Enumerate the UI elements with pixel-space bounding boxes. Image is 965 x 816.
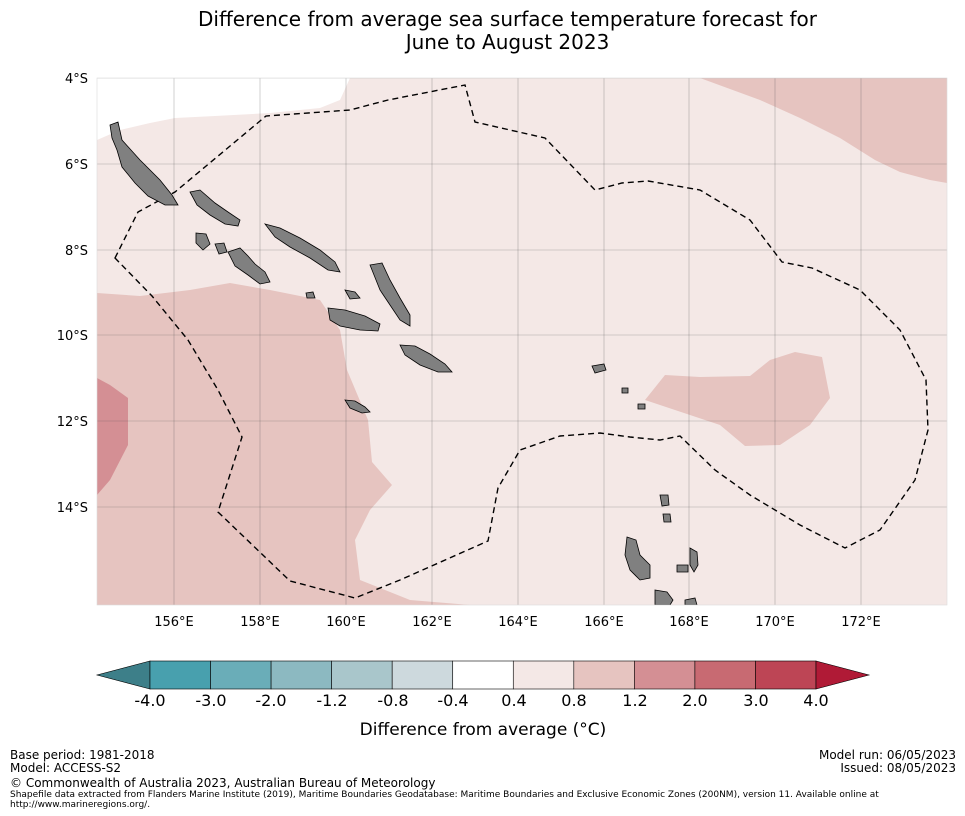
cb-tick-3: -1.2 (316, 691, 347, 710)
model-name: Model: ACCESS-S2 (10, 761, 122, 775)
small-island-3 (676, 564, 689, 573)
torres-island (662, 513, 672, 523)
islands (109, 121, 699, 605)
copyright: © Commonwealth of Australia 2023, Austra… (10, 776, 436, 790)
cb-tick-5: -0.4 (437, 691, 468, 710)
vella-lavella-island (214, 242, 228, 255)
cb-tick-8: 1.2 (622, 691, 647, 710)
lon-label-166e: 166°E (584, 615, 624, 630)
colorbar-segment-2 (270, 660, 332, 690)
graticule (97, 78, 947, 605)
colorbar-segment-8 (634, 660, 696, 690)
colorbar-segment-0 (149, 660, 211, 690)
lon-label-160e: 160°E (326, 615, 366, 630)
rennell-island (344, 399, 371, 414)
malakula-island (654, 589, 674, 605)
anomaly-region-below-0-4 (97, 78, 350, 140)
data-source-line-1: Shapefile data extracted from Flanders M… (10, 790, 879, 800)
colorbar-extend-high (815, 660, 871, 690)
pentecost-island (659, 494, 670, 507)
lon-label-164e: 164°E (498, 615, 538, 630)
lon-label-158e: 158°E (240, 615, 280, 630)
colorbar-segment-4 (391, 660, 454, 690)
colorbar-segment-5 (452, 660, 514, 690)
makira-island (399, 344, 453, 373)
lat-label-6s: 6°S (65, 158, 88, 173)
title-line-2: June to August 2023 (405, 30, 610, 54)
small-island-1 (621, 387, 629, 394)
anomaly-region-1-2-to-2-0-west (97, 378, 128, 495)
map-frame (96, 77, 948, 606)
cb-tick-1: -3.0 (195, 691, 226, 710)
colorbar-segment-1 (210, 660, 272, 690)
small-island-5 (305, 291, 316, 299)
santa-isabel-island (263, 223, 341, 273)
lat-label-14s: 14°S (57, 501, 88, 516)
cb-tick-6: 0.4 (501, 691, 526, 710)
anomaly-region-0-8-to-1-2-northeast (700, 78, 947, 183)
colorbar-segment-7 (573, 660, 635, 690)
colorbar-segment-10 (755, 660, 817, 690)
title-line-1: Difference from average sea surface temp… (197, 7, 817, 31)
cb-tick-7: 0.8 (561, 691, 586, 710)
anomaly-region-0-8-to-1-2-east (645, 352, 830, 446)
bougainville-island (109, 121, 179, 206)
lat-label-10s: 10°S (57, 329, 88, 344)
colorbar-segment-9 (694, 660, 756, 690)
anomaly-region-0-8-to-1-2-southwest (97, 283, 470, 605)
data-source-line-2: http://www.marineregions.org/. (10, 800, 151, 810)
eez-boundary (114, 84, 929, 599)
small-island-2 (637, 403, 646, 410)
colorbar-segment-6 (512, 660, 575, 690)
guadalcanal-island (327, 307, 381, 332)
lat-label-8s: 8°S (65, 244, 88, 259)
colorbar-extend-low (95, 660, 151, 690)
colorbar-segment-3 (331, 660, 393, 690)
new-georgia-island (195, 232, 211, 251)
lat-label-12s: 12°S (57, 415, 88, 430)
lat-label-4s: 4°S (65, 72, 88, 87)
lon-label-162e: 162°E (412, 615, 452, 630)
espiritu-santo-island (624, 536, 651, 581)
malaita-island (369, 262, 411, 327)
lon-label-156e: 156°E (154, 615, 194, 630)
colorbar-label: Difference from average (°C) (360, 720, 607, 740)
cb-tick-11: 4.0 (803, 691, 828, 710)
santa-cruz-island (591, 363, 607, 374)
chart-title: Difference from average sea surface temp… (0, 8, 965, 54)
lon-label-168e: 168°E (669, 615, 709, 630)
base-period: Base period: 1981-2018 (10, 748, 155, 762)
model-run: Model run: 06/05/2023 (818, 748, 956, 762)
cb-tick-10: 3.0 (743, 691, 768, 710)
issued-date: Issued: 08/05/2023 (840, 761, 956, 775)
choiseul-island (189, 189, 241, 227)
efate-island (689, 547, 699, 573)
cb-tick-2: -2.0 (255, 691, 286, 710)
cb-tick-0: -4.0 (134, 691, 165, 710)
cb-tick-9: 2.0 (682, 691, 707, 710)
small-island-4 (684, 597, 698, 605)
lon-label-170e: 170°E (755, 615, 795, 630)
nggela-island (344, 289, 361, 300)
cb-tick-4: -0.8 (377, 691, 408, 710)
lon-label-172e: 172°E (841, 615, 881, 630)
new-georgia-group (227, 247, 271, 285)
